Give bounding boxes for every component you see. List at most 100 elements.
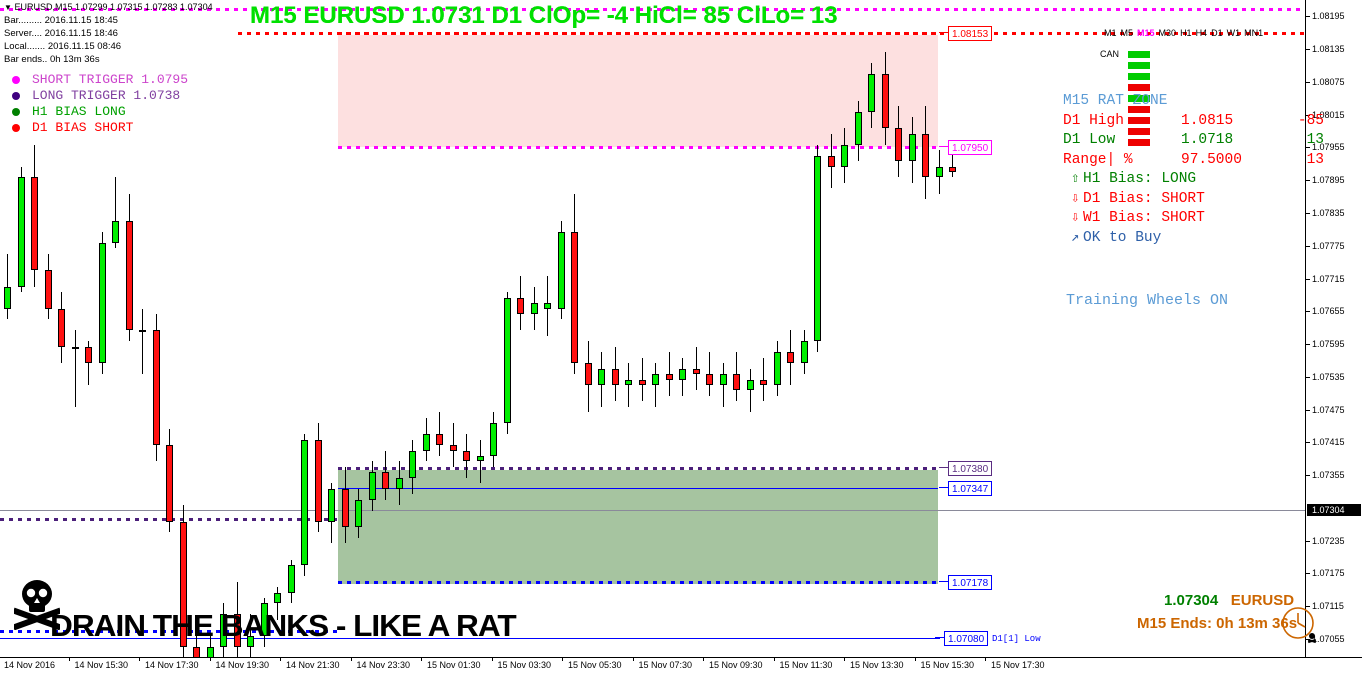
candle-body xyxy=(530,303,538,315)
candle-body xyxy=(125,221,133,331)
timeframe-m1[interactable]: M1 xyxy=(1104,28,1117,38)
timeframe-h1[interactable]: H1 xyxy=(1180,28,1192,38)
bias-arrow-icon: ↗ xyxy=(1071,229,1080,246)
candle-body xyxy=(584,363,592,386)
candle-wick xyxy=(749,368,751,413)
rat-zone-row-delta: 13 xyxy=(1306,151,1324,168)
time-tick-mark xyxy=(491,657,493,661)
timeframe-w1[interactable]: W1 xyxy=(1226,28,1241,38)
price-level-value: 1.08153 xyxy=(952,29,989,40)
time-tick-mark xyxy=(209,657,211,661)
time-tick-mark xyxy=(139,657,140,661)
candle-body xyxy=(112,221,119,244)
candle-wick xyxy=(250,614,251,657)
candle-body xyxy=(908,133,916,162)
chart-dropdown-icon[interactable]: ▼ xyxy=(4,3,12,12)
price-level-label-107347[interactable]: 1.07347 xyxy=(939,481,993,496)
info-row: Local....... 2016.11.15 08:46 xyxy=(4,41,122,52)
timeframe-mn1[interactable]: MN1 xyxy=(1244,28,1264,38)
candle-body xyxy=(949,166,956,173)
info-row: Bar ends.. 0h 13m 36s xyxy=(4,54,100,65)
legend-label: D1 BIAS SHORT xyxy=(32,120,134,135)
skull-crossbones-icon xyxy=(14,580,60,630)
info-row: Bar......... 2016.11.15 18:45 xyxy=(4,15,118,26)
candle-body xyxy=(220,614,227,648)
timeframe-d1[interactable]: D1 xyxy=(1211,28,1223,38)
timeframe-h4[interactable]: H4 xyxy=(1195,28,1208,38)
candle-wick xyxy=(695,346,697,391)
candle-body xyxy=(490,423,497,457)
bias-label: OK to Buy xyxy=(1083,229,1162,246)
bias-label: D1 Bias: SHORT xyxy=(1083,190,1205,207)
time-axis[interactable]: 14 Nov 2016 14 Nov 15:30 14 Nov 17:30 14 No… xyxy=(0,657,1362,675)
timeframe-m30[interactable]: M30 xyxy=(1158,28,1177,38)
can-bar-6 xyxy=(1128,117,1150,124)
price-level-value: 1.07178 xyxy=(952,578,989,589)
top-marker-dots-magenta xyxy=(0,8,1305,11)
bias-arrow-icon: ⇩ xyxy=(1071,210,1080,226)
candle-wick xyxy=(74,330,76,407)
time-tick: 14 Nov 19:30 xyxy=(215,660,270,670)
candle-body xyxy=(436,434,443,446)
candle-wick xyxy=(763,357,764,402)
candle-body xyxy=(760,379,767,386)
candle-wick xyxy=(722,363,724,407)
price-level-note-107080: D1[1] Low xyxy=(992,634,1041,644)
candle-wick xyxy=(7,253,8,320)
level-line-107178 xyxy=(338,581,938,584)
candle-body xyxy=(463,450,470,462)
candle-body xyxy=(571,232,578,364)
price-axis[interactable]: 1.08195 1.08135 1.08075 1.08015 1.07955 1.078… xyxy=(1305,0,1362,657)
candle-body xyxy=(895,128,902,162)
rat-zone-row-0: D1 High 1.0815 -85 xyxy=(1063,112,1324,132)
page-title: M15 EURUSD 1.0731 D1 ClOp= -4 HiCl= 85 C… xyxy=(250,2,838,29)
candle-body xyxy=(706,374,713,386)
price-level-label-107178[interactable]: 1.07178 xyxy=(939,575,993,590)
timeframe-m5[interactable]: M5 xyxy=(1120,28,1134,38)
candle-body xyxy=(611,368,619,386)
chart-plot-area[interactable]: 1.08153 1.07950 1.07380 1.07347 1.07178 … xyxy=(0,0,1305,657)
candle-body xyxy=(652,374,659,386)
rat-zone-bias-1: ⇩ D1 Bias: SHORT xyxy=(1063,190,1205,210)
candle-body xyxy=(58,308,65,347)
candle-body xyxy=(44,270,52,309)
candle-wick xyxy=(277,587,278,620)
time-tick: 15 Nov 17:30 xyxy=(991,660,1045,670)
candle-body xyxy=(260,603,268,637)
time-tick: 14 Nov 21:30 xyxy=(286,660,340,670)
candle-wick xyxy=(196,619,197,657)
symbol-header[interactable]: ▼ EURUSD,M15 1.07299 1.07315 1.07283 1.0… xyxy=(4,2,213,13)
trigger-legend: SHORT TRIGGER 1.0795 LONG TRIGGER 1.0738 H… xyxy=(10,72,188,136)
rat-zone-row-value: 1.0718 xyxy=(1181,132,1234,148)
time-tick-mark xyxy=(632,657,634,661)
price-level-value: 1.07950 xyxy=(952,143,989,154)
quote-symbol: EURUSD xyxy=(1230,592,1295,609)
candle-body xyxy=(274,592,281,604)
candle-body xyxy=(233,614,241,648)
time-tick-mark xyxy=(985,657,986,661)
rat-zone-row-value: 97.5000 xyxy=(1181,151,1242,168)
price-level-label-108153[interactable]: 1.08153 xyxy=(939,26,993,41)
timeframe-m15[interactable]: M15 xyxy=(1137,28,1155,38)
can-bar-0 xyxy=(1128,51,1150,58)
candle-body xyxy=(868,73,875,112)
current-price-tag: 1.07304 xyxy=(1307,504,1361,516)
time-tick: 15 Nov 05:30 xyxy=(568,660,622,670)
price-level-label-107950[interactable]: 1.07950 xyxy=(939,140,993,155)
quote-price-row: 1.07304 EURUSD xyxy=(1164,592,1294,609)
candle-body xyxy=(449,445,457,451)
time-tick-mark xyxy=(914,657,916,661)
price-level-label-107080[interactable]: 1.07080 xyxy=(935,631,989,646)
rat-zone-bias-2: ⇩ W1 Bias: SHORT xyxy=(1063,209,1205,229)
price-level-value: 1.07380 xyxy=(952,464,989,475)
timeframe-row[interactable]: M1 M5 M15 M30 H1 H4 D1 W1 MN1 xyxy=(1104,28,1267,39)
rat-zone-bias-0: ⇧ H1 Bias: LONG xyxy=(1063,170,1205,190)
time-tick-mark xyxy=(844,657,845,661)
time-tick-mark xyxy=(280,657,281,661)
bias-label: W1 Bias: SHORT xyxy=(1083,210,1205,226)
current-price-line xyxy=(0,510,1305,511)
level-line-107380 xyxy=(338,467,938,470)
rat-zone-row-delta: 13 xyxy=(1306,132,1324,148)
candle-body xyxy=(98,243,106,364)
price-level-label-107380[interactable]: 1.07380 xyxy=(939,461,993,476)
